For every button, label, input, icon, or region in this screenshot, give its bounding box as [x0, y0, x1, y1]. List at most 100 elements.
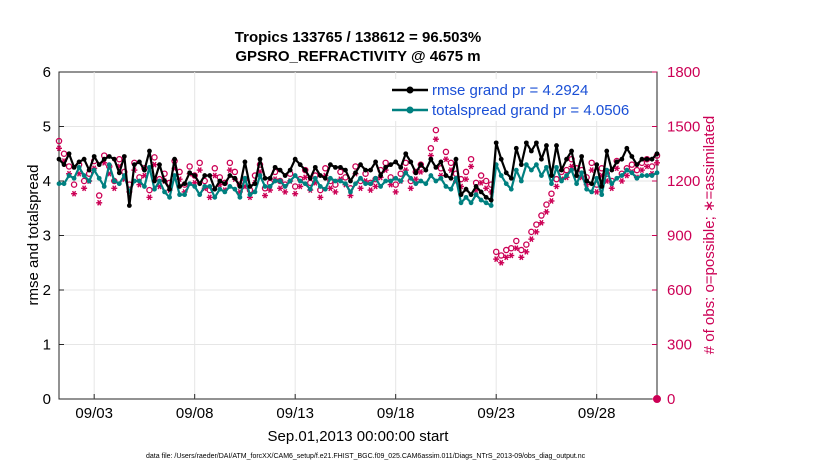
totalspread-point	[86, 178, 92, 184]
obs-possible-point	[116, 155, 123, 163]
totalspread-point	[237, 194, 243, 200]
totalspread-point	[197, 192, 203, 198]
rmse-point	[584, 178, 590, 184]
rmse-point	[554, 143, 559, 148]
totalspread-point	[137, 178, 142, 184]
rmse-point	[71, 164, 77, 170]
totalspread-point	[222, 189, 228, 195]
rmse-point	[644, 156, 650, 162]
rmse-point	[232, 175, 238, 181]
right-tick-label: 0	[667, 391, 675, 408]
obs-assimilated-point	[483, 185, 490, 192]
obs-possible-point	[211, 165, 219, 172]
totalspread-point	[589, 189, 595, 195]
rmse-point	[338, 164, 343, 170]
rmse-point	[137, 159, 142, 165]
rmse-point	[528, 148, 534, 154]
rmse-point	[634, 162, 640, 168]
obs-possible-point	[432, 126, 440, 134]
totalspread-point	[513, 167, 519, 173]
legend-label-spread: totalspread grand pr = 4.0506	[432, 102, 629, 119]
obs-assimilated-point	[463, 176, 470, 183]
rmse-point	[463, 186, 469, 192]
obs-assimilated-point	[226, 167, 233, 174]
rmse-point	[388, 162, 394, 168]
obs-possible-point	[442, 148, 450, 156]
rmse-point	[639, 156, 645, 162]
obs-possible-point	[513, 237, 520, 245]
obs-possible-point	[196, 159, 203, 167]
obs-possible-point	[95, 192, 103, 199]
rmse-point	[121, 154, 127, 159]
rmse-point	[322, 175, 328, 181]
rmse-point	[619, 156, 625, 162]
rmse-point	[111, 156, 117, 162]
obs-possible-point	[397, 170, 404, 177]
obs-assimilated-point	[513, 245, 520, 252]
series-lines	[56, 140, 660, 208]
obs-assimilated-point	[367, 187, 374, 194]
obs-possible-point	[563, 166, 570, 174]
rmse-point	[76, 159, 82, 165]
rmse-point	[508, 175, 514, 181]
totalspread-point	[423, 181, 429, 187]
obs-assimilated-point	[206, 194, 213, 201]
obs-possible-point	[533, 221, 540, 228]
obs-possible-point	[447, 159, 455, 167]
obs-possible-point	[417, 161, 425, 168]
right-tick-label: 300	[667, 337, 692, 354]
rmse-point	[654, 151, 660, 157]
totalspread-point	[584, 186, 590, 192]
rmse-point	[478, 189, 484, 195]
totalspread-point	[292, 173, 298, 178]
rmse-point	[61, 162, 67, 168]
obs-assimilated-point	[533, 228, 540, 235]
rmse-point	[227, 173, 233, 178]
rmse-point	[564, 156, 569, 162]
totalspread-point	[111, 178, 117, 184]
totalspread-point	[544, 164, 549, 170]
rmse-point	[152, 178, 157, 184]
x-tick-label: 09/03	[75, 405, 113, 422]
right-tick-label: 1800	[667, 64, 700, 81]
obs-possible-point	[70, 181, 78, 188]
totalspread-point	[523, 162, 529, 168]
rmse-point	[177, 184, 183, 189]
totalspread-point	[116, 181, 122, 187]
rmse-point	[262, 175, 268, 181]
rmse-point	[252, 181, 258, 187]
obs-possible-point	[146, 186, 153, 194]
totalspread-point	[207, 184, 213, 189]
totalspread-point	[91, 167, 97, 173]
obs-assimilated-point	[588, 167, 595, 174]
rmse-point	[96, 162, 102, 168]
rmse-point	[217, 178, 223, 184]
totalspread-point	[629, 170, 635, 176]
rmse-point	[594, 162, 600, 168]
obs-possible-point	[427, 145, 435, 152]
rmse-point	[197, 181, 203, 187]
totalspread-point	[554, 164, 559, 170]
x-tick-label: 09/08	[176, 405, 214, 422]
totalspread-point	[71, 175, 77, 181]
totalspread-point	[247, 192, 253, 198]
rmse-point	[493, 140, 499, 146]
rmse-point	[162, 178, 167, 184]
obs-assimilated-point	[372, 183, 379, 190]
totalspread-point	[353, 181, 358, 187]
obs-possible-point	[543, 201, 550, 208]
totalspread-point	[579, 170, 585, 176]
totalspread-point	[272, 178, 278, 184]
obs-assimilated-point	[327, 185, 334, 192]
x-tick-label: 09/23	[477, 405, 515, 422]
obs-assimilated-point	[478, 179, 485, 186]
obs-possible-point	[518, 246, 525, 254]
rmse-point	[649, 156, 655, 162]
obs-assimilated-point	[56, 145, 62, 152]
totalspread-point	[468, 200, 474, 206]
rmse-point	[544, 143, 549, 148]
obs-assimilated-point	[538, 219, 545, 226]
totalspread-point	[533, 162, 539, 168]
rmse-point	[242, 159, 248, 165]
